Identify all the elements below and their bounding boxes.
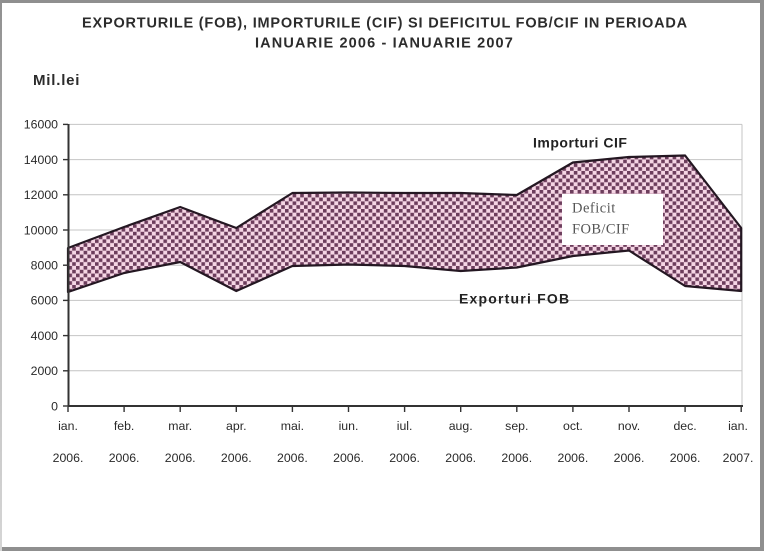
svg-text:EXPORTURILE (FOB), IMPORTURILE: EXPORTURILE (FOB), IMPORTURILE (CIF) SI …	[82, 16, 688, 32]
svg-text:Mil.lei: Mil.lei	[33, 72, 80, 89]
svg-text:Exporturi FOB: Exporturi FOB	[459, 291, 570, 307]
svg-text:FOB/CIF: FOB/CIF	[572, 222, 630, 238]
svg-text:2006.: 2006.	[109, 451, 140, 465]
svg-text:Deficit: Deficit	[572, 201, 616, 217]
svg-text:iul.: iul.	[397, 419, 413, 433]
svg-text:2006.: 2006.	[670, 451, 701, 465]
svg-text:0: 0	[51, 399, 58, 413]
svg-text:2007.: 2007.	[723, 451, 754, 465]
svg-text:2006.: 2006.	[165, 451, 196, 465]
svg-text:apr.: apr.	[226, 419, 247, 433]
svg-text:16000: 16000	[24, 118, 58, 132]
svg-text:Importuri CIF: Importuri CIF	[533, 135, 627, 151]
svg-text:12000: 12000	[24, 188, 58, 202]
svg-text:2000: 2000	[31, 364, 59, 378]
svg-text:2006.: 2006.	[558, 451, 589, 465]
svg-text:nov.: nov.	[618, 419, 640, 433]
svg-text:IANUARIE 2006 - IANUARIE 2007: IANUARIE 2006 - IANUARIE 2007	[255, 36, 514, 52]
svg-text:10000: 10000	[24, 223, 58, 237]
svg-text:sep.: sep.	[505, 419, 528, 433]
svg-text:mar.: mar.	[168, 419, 192, 433]
svg-text:2006.: 2006.	[53, 451, 84, 465]
svg-text:ian.: ian.	[58, 419, 78, 433]
svg-text:8000: 8000	[31, 259, 59, 273]
svg-text:iun.: iun.	[339, 419, 359, 433]
svg-text:ian.: ian.	[728, 419, 748, 433]
svg-text:2006.: 2006.	[445, 451, 476, 465]
svg-text:2006.: 2006.	[277, 451, 308, 465]
svg-text:14000: 14000	[24, 153, 58, 167]
svg-text:2006.: 2006.	[221, 451, 252, 465]
svg-text:aug.: aug.	[449, 419, 473, 433]
svg-text:2006.: 2006.	[501, 451, 532, 465]
svg-text:feb.: feb.	[114, 419, 135, 433]
svg-text:6000: 6000	[31, 294, 59, 308]
svg-text:2006.: 2006.	[389, 451, 420, 465]
svg-text:mai.: mai.	[281, 419, 304, 433]
svg-text:oct.: oct.	[563, 419, 583, 433]
svg-text:4000: 4000	[31, 329, 59, 343]
svg-text:2006.: 2006.	[614, 451, 645, 465]
svg-text:2006.: 2006.	[333, 451, 364, 465]
svg-text:dec.: dec.	[673, 419, 696, 433]
